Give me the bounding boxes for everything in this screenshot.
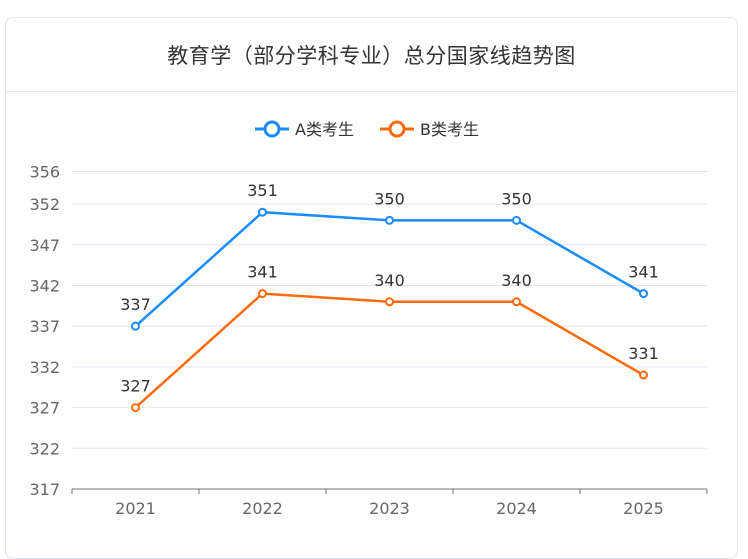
x-tick-label: 2021 [115, 499, 156, 518]
y-tick-label: 317 [29, 480, 60, 499]
data-label: 340 [501, 271, 532, 290]
y-tick-label: 332 [29, 358, 60, 377]
y-tick-label: 327 [29, 399, 60, 418]
data-point [639, 289, 648, 299]
x-tick-label: 2025 [623, 499, 664, 518]
chart-title: 教育学（部分学科专业）总分国家线趋势图 [167, 43, 576, 68]
data-point [131, 321, 140, 331]
data-label: 341 [247, 263, 278, 282]
line-chart: 317 322 327 332 337 342 347 352 356 2021 2022 2023 2… [29, 120, 708, 518]
data-point [131, 403, 140, 413]
card-header: 教育学（部分学科专业）总分国家线趋势图 [6, 18, 737, 92]
data-point [258, 207, 267, 217]
legend-marker-icon [263, 120, 281, 138]
data-label: 341 [628, 263, 659, 282]
y-tick-label: 342 [29, 276, 60, 295]
data-label: 351 [247, 181, 278, 200]
data-point [385, 215, 394, 225]
data-point [639, 370, 648, 380]
data-label: 337 [120, 295, 151, 314]
y-tick-label: 352 [29, 195, 60, 214]
y-tick-label: 347 [29, 236, 60, 255]
x-tick-label: 2022 [242, 499, 283, 518]
series-line [134, 292, 645, 409]
legend-label: A类考生 [295, 120, 354, 139]
series-line [134, 210, 645, 328]
legend-marker-icon [388, 120, 406, 138]
data-label: 340 [374, 271, 405, 290]
data-label: 331 [628, 344, 659, 363]
y-tick-label: 322 [29, 439, 60, 458]
x-tick-label: 2024 [496, 499, 537, 518]
data-point [258, 289, 267, 299]
y-tick-label: 356 [29, 163, 60, 182]
data-point [385, 297, 394, 307]
legend-label: B类考生 [420, 120, 479, 139]
x-tick-label: 2023 [369, 499, 410, 518]
data-label: 350 [501, 189, 532, 208]
chart-card: 教育学（部分学科专业）总分国家线趋势图 [5, 17, 738, 559]
data-point [512, 297, 521, 307]
data-label: 327 [120, 377, 151, 396]
data-point [512, 215, 521, 225]
y-tick-label: 337 [29, 317, 60, 336]
data-label: 350 [374, 189, 405, 208]
